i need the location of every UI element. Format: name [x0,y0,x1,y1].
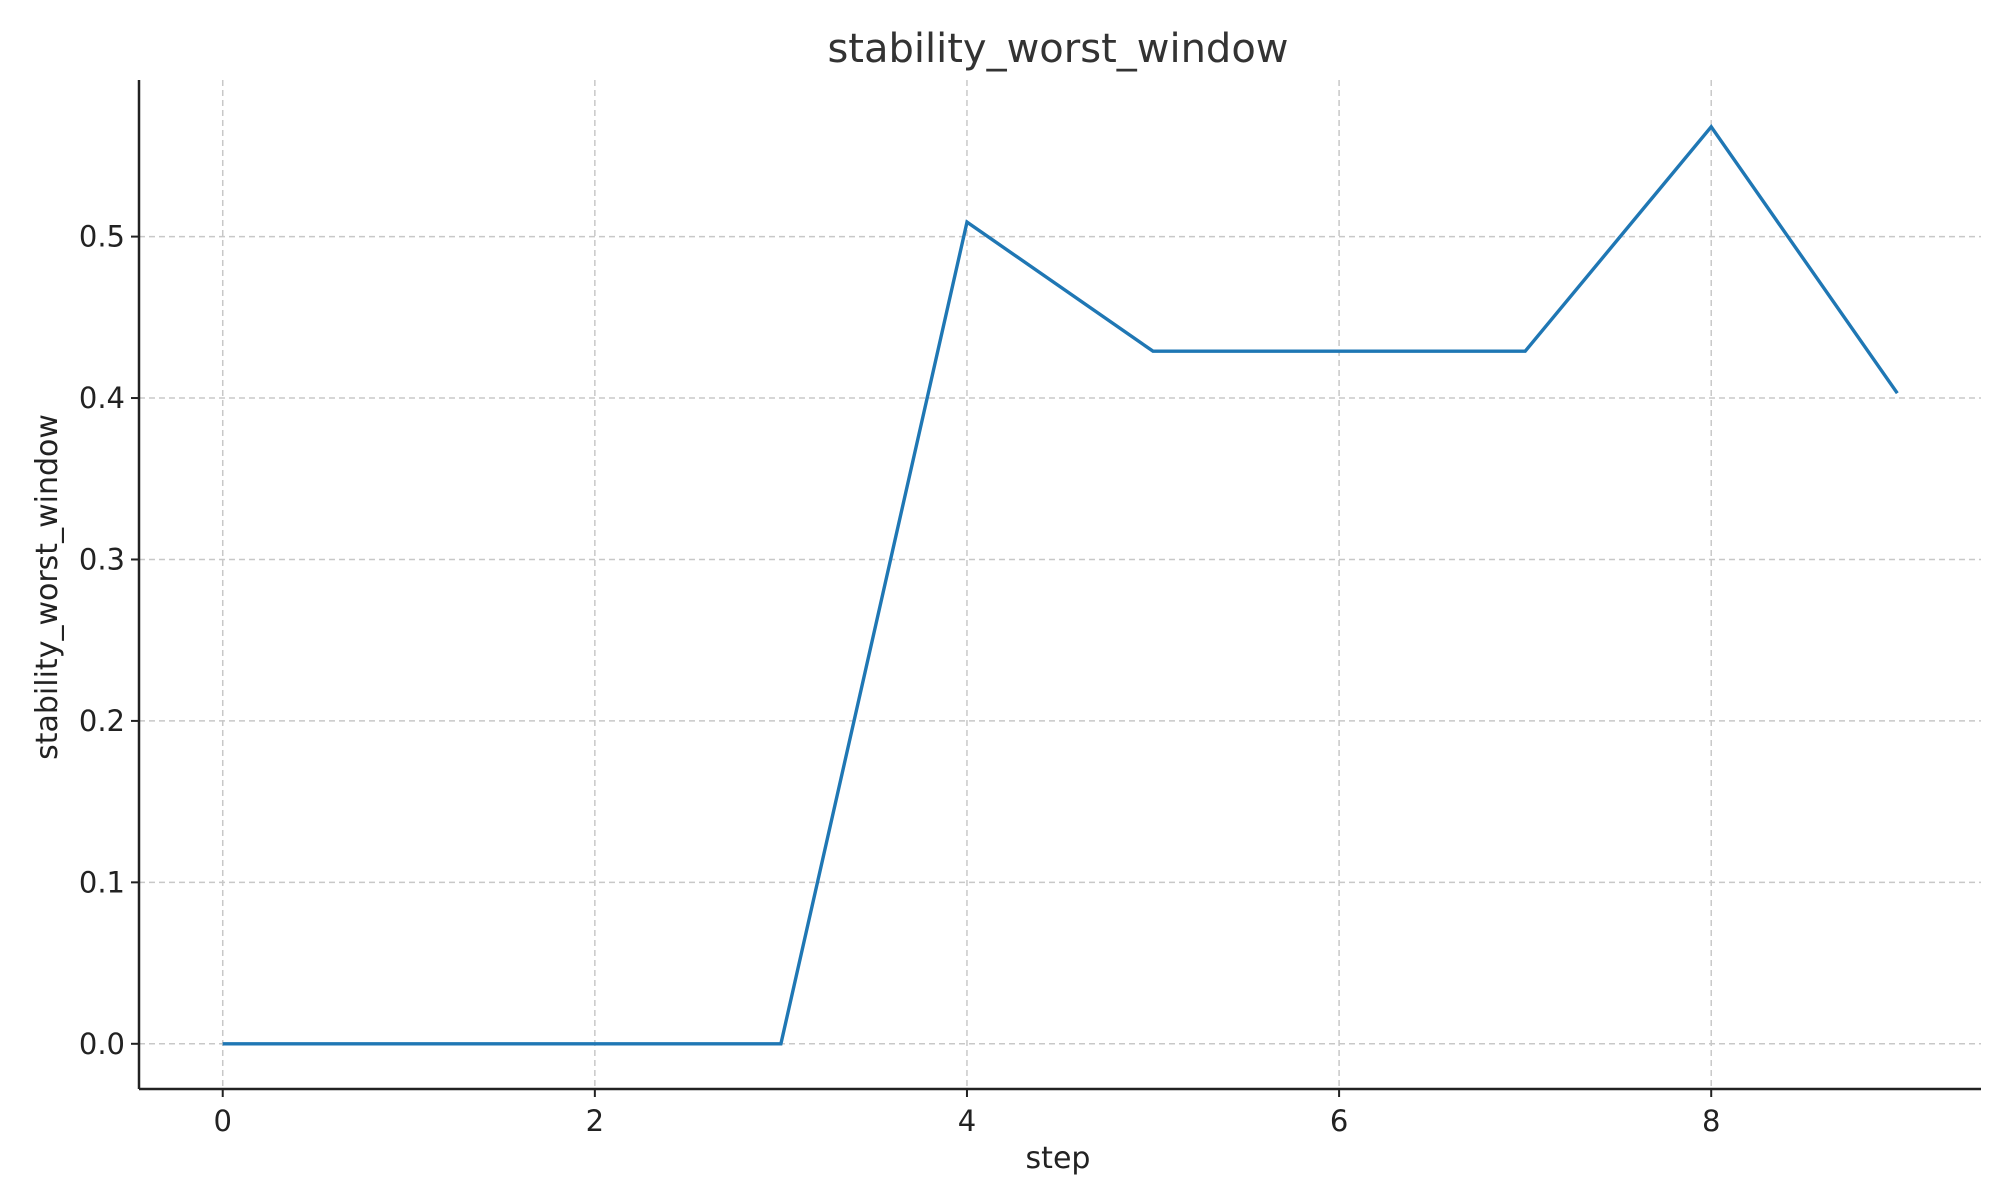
y-axis-ticks: 0.0 0.1 0.2 0.3 0.4 0.5 [79,220,139,1061]
x-tick-label: 2 [586,1104,604,1138]
x-tick-label: 6 [1330,1104,1348,1138]
x-axis-label: step [1026,1141,1091,1176]
y-tick-label: 0.0 [79,1027,125,1061]
x-axis-ticks: 0 2 4 6 8 [214,1089,1720,1138]
x-tick-label: 8 [1702,1104,1720,1138]
series-line [222,123,1899,1046]
grid [139,80,1981,1089]
axes [137,80,1981,1091]
chart-title: stability_worst_window [827,26,1288,72]
y-tick-label: 0.2 [79,704,125,738]
y-axis-label: stability_worst_window [30,414,65,760]
y-tick-label: 0.3 [79,542,125,576]
y-tick-label: 0.1 [79,865,125,899]
y-tick-label: 0.5 [79,220,125,254]
series-layer [222,123,1899,1046]
x-tick-label: 4 [958,1104,976,1138]
x-tick-label: 0 [214,1104,232,1138]
y-tick-label: 0.4 [79,381,125,415]
